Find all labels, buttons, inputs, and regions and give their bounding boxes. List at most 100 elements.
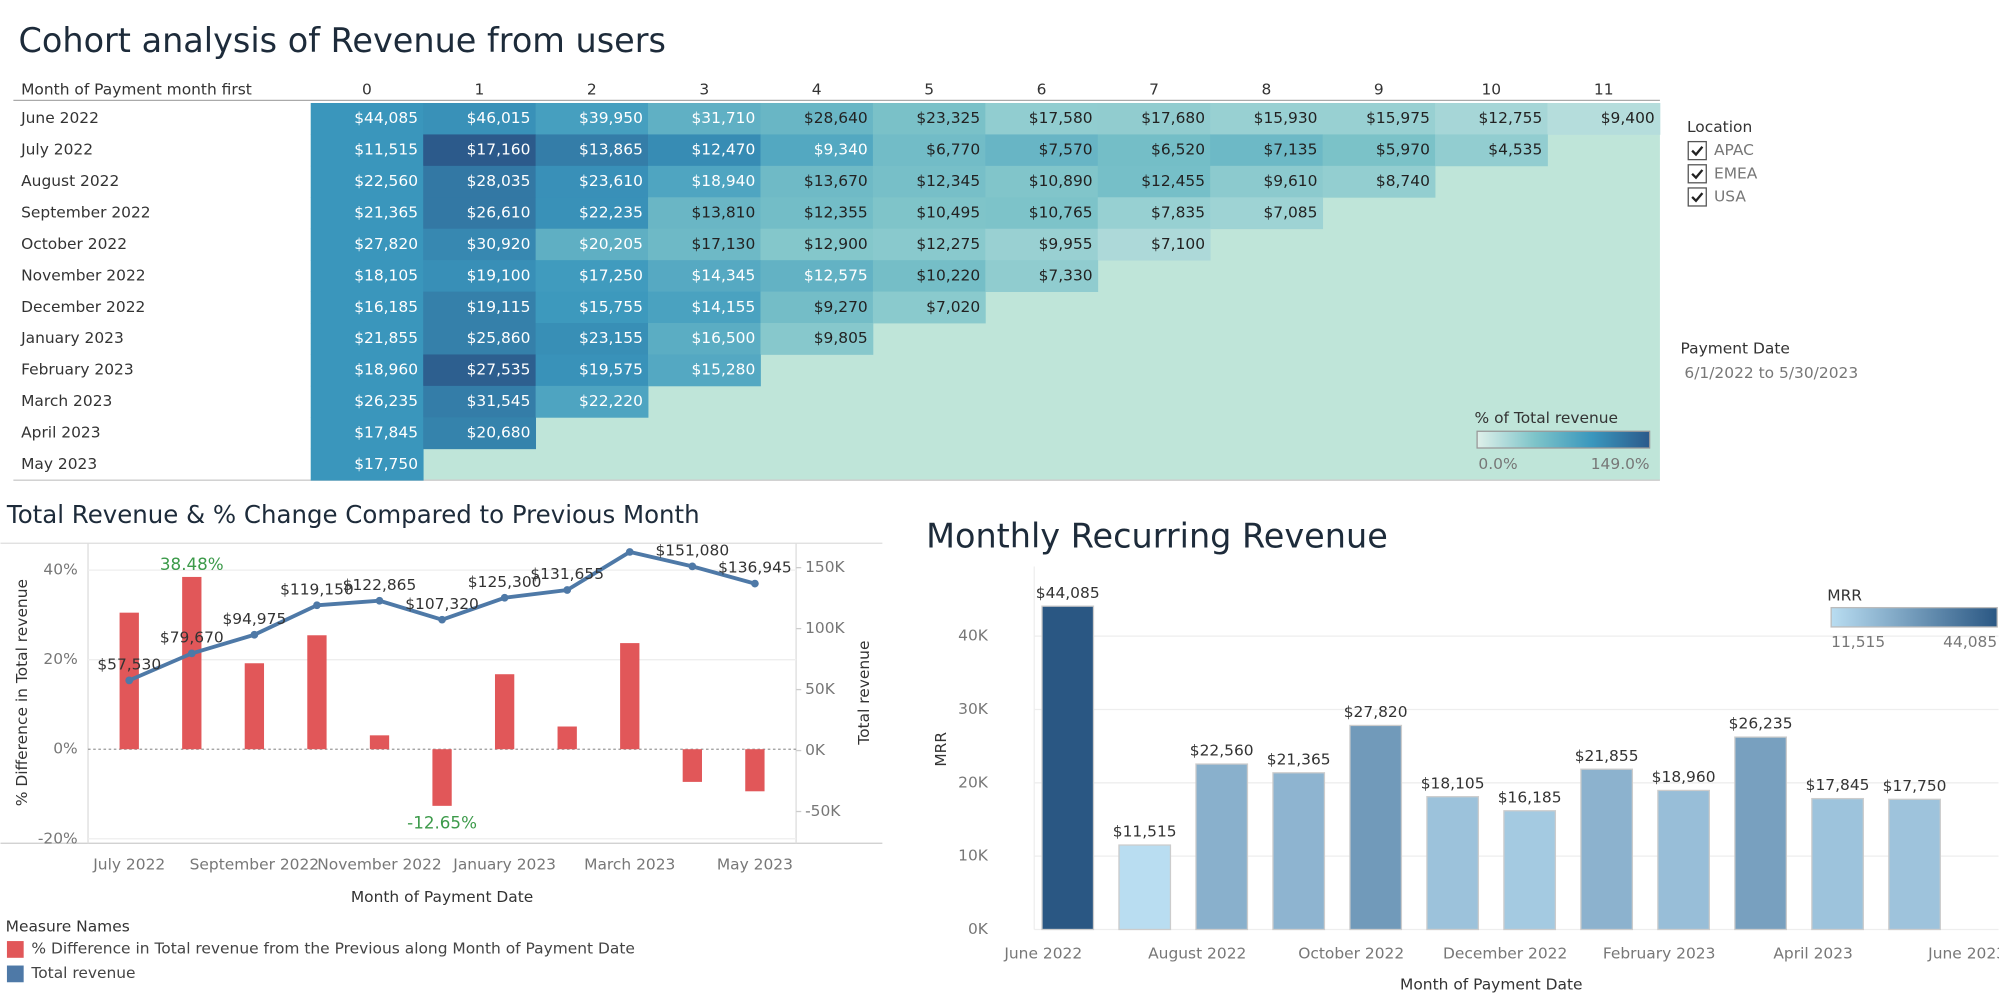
cell-label: $19,575 — [579, 361, 643, 379]
bar-label: $44,085 — [1036, 584, 1100, 602]
cohort-cell — [1210, 134, 1324, 167]
point — [375, 596, 384, 605]
y2-tick-label: 100K — [805, 619, 845, 637]
legend-swatch — [6, 965, 24, 983]
y-axis-title: MRR — [932, 732, 950, 767]
cohort-cell — [535, 102, 649, 135]
point-label: $125,300 — [468, 573, 542, 591]
cohort-cell — [1322, 102, 1436, 135]
cohort-cell — [648, 354, 761, 387]
cohort-cell — [648, 291, 761, 324]
cohort-cell — [423, 165, 537, 198]
x-tick-label: June 2022 — [1003, 944, 1082, 962]
row-label: January 2023 — [20, 329, 124, 347]
cell-label: $9,400 — [1601, 109, 1655, 127]
cohort-cell — [872, 260, 986, 292]
point-label: $79,670 — [160, 628, 224, 646]
bar-label: $18,105 — [1421, 774, 1485, 792]
cell-label: $22,235 — [579, 204, 643, 222]
bar — [1349, 724, 1403, 931]
cell-label: $21,855 — [354, 329, 418, 347]
row-label: March 2023 — [21, 392, 112, 410]
checkbox[interactable] — [1687, 164, 1707, 184]
column-header: 5 — [924, 81, 934, 99]
bar-label: $17,845 — [1806, 776, 1870, 794]
cohort-cell — [648, 323, 761, 355]
row-label: June 2022 — [20, 109, 99, 127]
x-axis-title: Month of Payment Date — [351, 888, 533, 906]
cohort-cell — [872, 228, 986, 261]
cohort-cell — [1097, 197, 1211, 230]
point — [563, 586, 572, 594]
cohort-cell — [1322, 134, 1436, 167]
cohort-cell — [760, 165, 874, 198]
point — [125, 676, 134, 685]
cohort-cell — [310, 260, 424, 292]
cohort-cell — [985, 197, 1099, 230]
y-tick-label: 40K — [958, 627, 989, 645]
legend-title: MRR — [1827, 587, 1862, 605]
y2-tick-label: 50K — [805, 680, 836, 698]
point-label: $94,975 — [222, 610, 286, 628]
cohort-cell — [760, 102, 874, 135]
y-tick-label: -20% — [38, 829, 78, 847]
column-header: 2 — [587, 81, 597, 99]
point-label: $122,865 — [343, 576, 417, 594]
point-label: $57,530 — [97, 655, 161, 673]
cell-label: $12,345 — [916, 172, 980, 190]
bar — [1888, 798, 1941, 931]
cell-label: $18,960 — [354, 361, 418, 379]
cell-label: $26,235 — [354, 392, 418, 410]
cohort-cell — [1097, 134, 1211, 167]
bar — [620, 643, 640, 750]
x-tick-label: October 2022 — [1298, 944, 1404, 962]
cell-label: $17,160 — [467, 141, 531, 159]
cohort-cell — [1210, 197, 1324, 230]
cohort-cell — [872, 102, 986, 135]
cell-label: $13,670 — [804, 172, 868, 190]
cell-label: $18,105 — [354, 266, 418, 284]
filter-value: 6/1/2022 to 5/30/2023 — [1684, 364, 1858, 382]
y2-tick-label: 0K — [805, 741, 826, 759]
cohort-cell — [1210, 102, 1324, 135]
bar-label: $22,560 — [1190, 742, 1254, 760]
checkbox[interactable] — [1687, 187, 1707, 207]
bar — [307, 635, 327, 750]
filter-option[interactable]: EMEA — [1714, 164, 1758, 182]
column-header: 1 — [474, 81, 484, 99]
cell-label: $12,900 — [804, 235, 868, 253]
legend-label: Total revenue — [30, 964, 135, 982]
y-tick-label: 40% — [43, 561, 77, 579]
cell-label: $27,535 — [467, 361, 531, 379]
cohort-cell — [310, 291, 424, 324]
cohort-cell — [872, 197, 986, 230]
point — [688, 562, 697, 571]
cohort-cell — [535, 385, 649, 418]
x-tick-label: March 2023 — [584, 856, 675, 874]
point — [250, 630, 259, 639]
point-label: $131,655 — [530, 565, 604, 583]
cohort-cell — [423, 323, 537, 355]
filter-option[interactable]: USA — [1714, 187, 1746, 205]
cohort-cell — [423, 417, 537, 450]
bar — [1657, 789, 1711, 931]
bar — [1811, 797, 1864, 931]
cell-label: $9,955 — [1039, 235, 1093, 253]
cell-label: $15,280 — [691, 361, 755, 379]
cell-label: $7,330 — [1039, 266, 1093, 284]
cell-label: $23,325 — [916, 109, 980, 127]
y-tick-label: 30K — [958, 700, 989, 718]
bar — [1580, 768, 1634, 931]
cohort-cell — [985, 260, 1099, 292]
cohort-cell — [535, 323, 649, 355]
legend-label: % Difference in Total revenue from the P… — [31, 939, 635, 957]
filter-option[interactable]: APAC — [1714, 141, 1754, 159]
bar-label: $16,185 — [1498, 788, 1562, 806]
checkbox[interactable] — [1687, 140, 1707, 161]
cohort-cell — [872, 165, 986, 198]
point — [500, 593, 509, 602]
point-label: $119,150 — [280, 580, 354, 598]
heatmap-title: Cohort analysis of Revenue from users — [19, 21, 666, 60]
cohort-cell — [648, 197, 761, 230]
